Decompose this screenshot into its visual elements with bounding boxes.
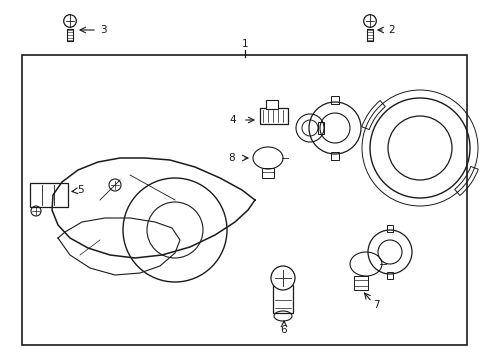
Bar: [386, 225, 392, 232]
Bar: [265, 100, 278, 109]
Text: 1: 1: [241, 39, 248, 49]
Text: 2: 2: [387, 25, 394, 35]
Bar: [366, 29, 372, 41]
Text: 6: 6: [280, 325, 287, 335]
Text: 4: 4: [229, 115, 236, 125]
Bar: [330, 96, 338, 104]
Bar: [22, 55, 466, 345]
Bar: [386, 272, 392, 279]
Text: 3: 3: [100, 25, 106, 35]
Text: 8: 8: [228, 153, 235, 163]
Bar: [272, 285, 292, 313]
Circle shape: [270, 266, 294, 290]
Bar: [67, 29, 73, 41]
Text: 7: 7: [372, 300, 379, 310]
Bar: [30, 183, 68, 207]
Circle shape: [363, 15, 376, 27]
Circle shape: [63, 15, 76, 27]
Bar: [353, 276, 367, 290]
Text: 5: 5: [77, 185, 83, 195]
Bar: [330, 152, 338, 160]
Bar: [317, 122, 324, 134]
Bar: [260, 108, 287, 124]
Bar: [262, 168, 273, 178]
